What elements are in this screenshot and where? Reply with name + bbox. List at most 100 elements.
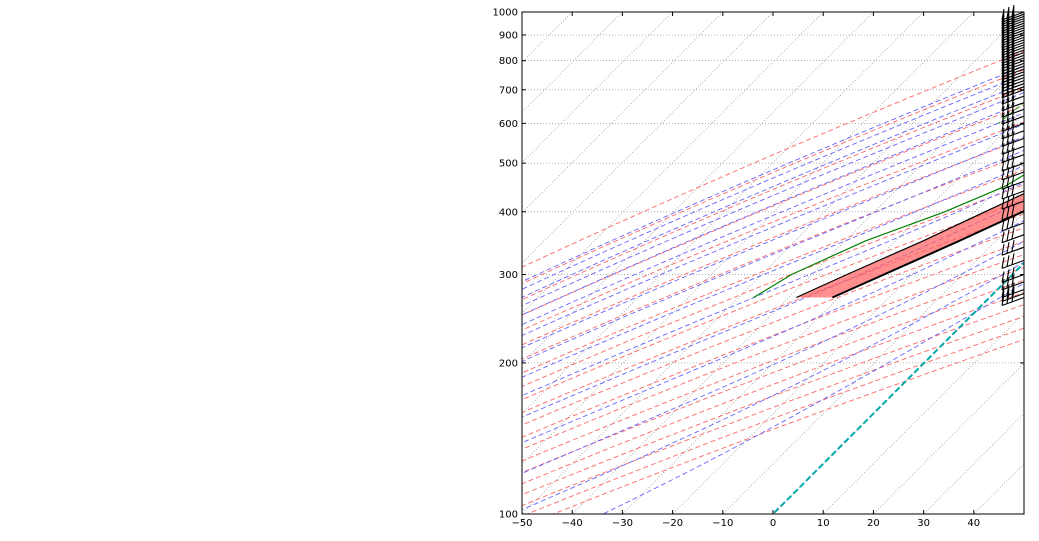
- wind-barb: [1001, 253, 1025, 269]
- wind-barb-flag: [1011, 267, 1015, 279]
- wind-barb-staff: [1001, 222, 1025, 232]
- wind-barb-staff: [1001, 190, 1025, 200]
- dry-adiabat-line: [522, 104, 1024, 316]
- wind-barb-flag: [1006, 217, 1010, 229]
- wind-barb-flag: [1001, 83, 1005, 95]
- wind-barb-flag: [1011, 95, 1015, 107]
- dry-adiabat-line: [522, 121, 1024, 331]
- moist-adiabat-line: [522, 165, 1024, 378]
- wind-barb: [1001, 156, 1025, 172]
- wind-barb-flag: [1006, 125, 1010, 137]
- isotherm-gridline: [522, 12, 1024, 514]
- y-tick-label: 800: [499, 56, 518, 67]
- dry-adiabat-line: [522, 169, 1024, 374]
- wind-barb-flag: [1006, 176, 1010, 188]
- wind-barb-flag: [1011, 147, 1015, 159]
- y-tick-label: 600: [499, 119, 518, 130]
- wind-barb-flag: [1011, 76, 1015, 88]
- wind-barb-flag: [1011, 139, 1015, 151]
- wind-barb-flag: [1006, 166, 1010, 179]
- wind-barb-flag: [1001, 120, 1005, 132]
- wind-barb: [1001, 183, 1025, 200]
- wind-barb-flag: [1001, 290, 1005, 302]
- y-tick-label: 700: [499, 85, 518, 96]
- moist-adiabat-line: [602, 282, 1024, 514]
- wind-barb: [1001, 240, 1025, 256]
- dry-adiabat-line: [522, 315, 1024, 507]
- isotherm-gridline: [522, 12, 925, 415]
- wind-barb-flag: [1001, 271, 1005, 283]
- isotherm-gridline: [522, 12, 874, 364]
- wind-barb-staff: [1001, 246, 1025, 256]
- wind-barb-flag: [1001, 244, 1005, 256]
- dry-adiabat-line: [522, 254, 1024, 450]
- wind-barb-flag: [1006, 206, 1010, 218]
- dry-adiabat-line: [522, 292, 1024, 485]
- wind-barb-flag: [1011, 194, 1015, 206]
- wind-barb-flag: [1001, 231, 1005, 243]
- wind-barb-staff: [1001, 296, 1025, 307]
- moist-adiabat-line: [522, 112, 1024, 326]
- dry-adiabat-line: [522, 227, 1024, 426]
- wind-barb-flag: [1006, 141, 1010, 153]
- x-tick-label: 20: [867, 518, 880, 529]
- x-tick-label: 40: [967, 518, 980, 529]
- wind-barb-flag: [1001, 106, 1005, 118]
- dewpoint-trace: [753, 174, 1024, 299]
- wind-barb-flag: [1011, 109, 1015, 121]
- parcel-trace: [831, 209, 1024, 299]
- wind-barb-staff: [1001, 259, 1025, 269]
- wind-barb-flag: [1006, 104, 1010, 116]
- wind-barb-flag: [1001, 160, 1005, 172]
- wind-barb-flag: [1011, 89, 1015, 101]
- wind-barb-flag: [1011, 215, 1015, 227]
- wind-barb: [1001, 194, 1025, 210]
- wind-barb-flag: [1001, 93, 1005, 105]
- wind-barb: [1001, 164, 1025, 181]
- wind-barb-flag: [1011, 82, 1015, 94]
- wind-barb-flag: [1011, 174, 1015, 186]
- wind-barb-flag: [1006, 133, 1010, 145]
- wind-barb-flag: [1006, 78, 1010, 90]
- wind-barb-flag: [1011, 286, 1015, 298]
- wind-barb-flag: [1001, 294, 1005, 306]
- wind-barb-staff: [1001, 200, 1025, 210]
- dry-adiabat-line: [522, 266, 1024, 462]
- wind-barb-flag: [1011, 123, 1015, 135]
- wind-barb-flag: [1006, 276, 1010, 288]
- isotherm-gridline: [522, 12, 523, 13]
- wind-barb-flag: [1006, 81, 1010, 93]
- moist-adiabat-line: [522, 92, 1024, 307]
- wind-barb-flag: [1001, 151, 1005, 163]
- wind-barb-flag: [1006, 84, 1010, 96]
- isotherm-gridline: [722, 212, 1024, 514]
- moist-adiabat-line: [522, 200, 1024, 418]
- isotherm-gridline: [522, 12, 774, 264]
- wind-barb-flag: [1001, 99, 1005, 111]
- wind-barb-flag: [1001, 178, 1005, 190]
- wind-barb-flag: [1006, 284, 1010, 296]
- y-tick-label: 300: [499, 270, 518, 281]
- isotherm-gridline: [672, 162, 1024, 514]
- wind-barb: [1001, 215, 1025, 232]
- wind-barb-flag: [1006, 229, 1010, 241]
- isotherm-gridline: [973, 463, 1024, 514]
- isotherm-gridline: [522, 12, 975, 465]
- wind-barb-flag: [1011, 204, 1015, 216]
- dry-adiabat-line: [522, 137, 1024, 346]
- wind-barb-flag: [1001, 127, 1005, 139]
- wind-barb: [1001, 204, 1025, 221]
- isotherm-gridline: [621, 111, 1024, 514]
- moist-adiabat-line: [522, 101, 1024, 316]
- dry-adiabat-line: [522, 213, 1024, 413]
- wind-barb-flag: [1006, 185, 1010, 198]
- wind-barb-flag: [1001, 187, 1005, 200]
- isotherm-gridline: [571, 61, 1024, 514]
- x-tick-label: −50: [511, 518, 532, 529]
- wind-barb-flag: [1011, 253, 1015, 265]
- y-tick-label: 400: [499, 207, 518, 218]
- wind-barb-flag: [1006, 91, 1010, 103]
- wind-barb-flag: [1011, 282, 1015, 294]
- wind-barb-flag: [1006, 242, 1010, 254]
